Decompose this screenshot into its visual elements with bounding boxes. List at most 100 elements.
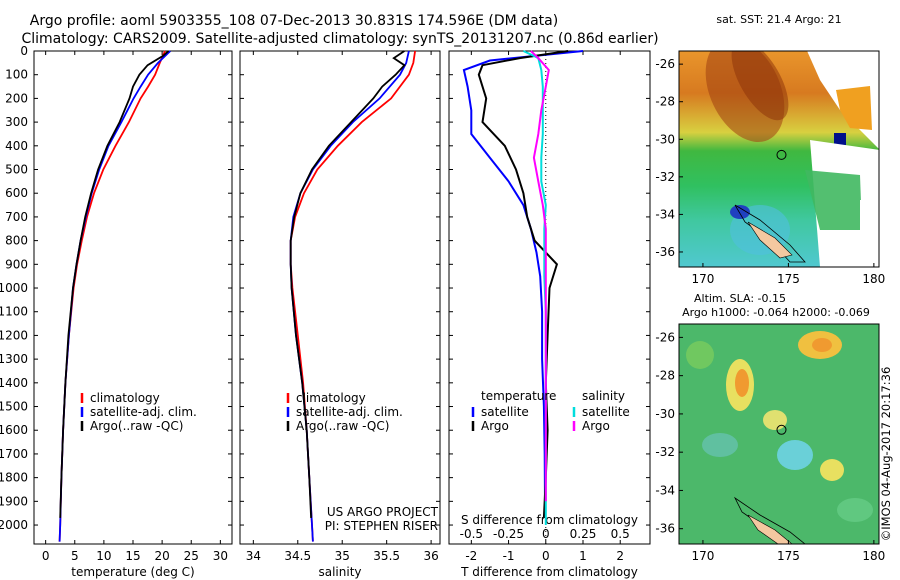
- map-x-tick-label: 180: [862, 549, 885, 563]
- legend-title-temperature: temperature: [481, 389, 556, 403]
- x-tick-label: 0: [542, 549, 550, 563]
- temperature-panel-series-argo: [59, 50, 170, 518]
- map-subtitle-sla: Argo h1000: -0.064 h2000: -0.069: [682, 306, 870, 319]
- map-y-tick-label: -34: [655, 483, 675, 497]
- y-tick-label: 1100: [0, 305, 28, 319]
- x-tick-label: 34: [246, 549, 261, 563]
- x-axis-label: temperature (deg C): [71, 565, 194, 579]
- map-y-tick-label: -30: [655, 132, 675, 146]
- x-tick-label: 10: [96, 549, 111, 563]
- difference-panel-series-s-argo: [530, 50, 550, 502]
- x-tick-label: -2: [465, 549, 477, 563]
- difference-panel-series-t-satellite: [462, 50, 584, 502]
- x-tick-label: 1: [579, 549, 587, 563]
- temperature-panel-series-satellite-adj-clim-: [58, 50, 171, 542]
- x-tick-label: 35: [335, 549, 350, 563]
- y-tick-label: 100: [5, 68, 28, 82]
- x-top-tick-label: 0: [542, 527, 550, 541]
- y-tick-label: 1900: [0, 494, 28, 508]
- map-title-sst: sat. SST: 21.4 Argo: 21: [716, 13, 841, 26]
- x-top-tick-label: 0.25: [570, 527, 597, 541]
- y-tick-label: 1700: [0, 447, 28, 461]
- x-tick-label: 5: [71, 549, 79, 563]
- y-tick-label: 1200: [0, 328, 28, 342]
- legend-label: Argo: [582, 419, 610, 433]
- argo-float-position-marker: [776, 149, 787, 160]
- difference-panel-series-s-satellite: [522, 50, 547, 525]
- legend-label: Argo: [481, 419, 509, 433]
- legend-label: satellite-adj. clim.: [90, 405, 197, 419]
- argo-float-position-marker: [776, 424, 787, 435]
- x-tick-label: 35.5: [373, 549, 400, 563]
- y-tick-label: 500: [5, 163, 28, 177]
- x-axis-label: T difference from climatology: [460, 565, 638, 579]
- y-tick-label: 2000: [0, 518, 28, 532]
- legend-label: Argo(..raw -QC): [296, 419, 389, 433]
- y-tick-label: 300: [5, 115, 28, 129]
- x-tick-label: 0: [42, 549, 50, 563]
- map-x-tick-label: 180: [862, 272, 885, 286]
- map-x-tick-label: 170: [691, 549, 714, 563]
- x-top-tick-label: 0.5: [611, 527, 630, 541]
- map-y-tick-label: -36: [655, 245, 675, 259]
- sla-map-frame: [678, 323, 880, 545]
- y-tick-label: 700: [5, 210, 28, 224]
- y-tick-label: 200: [5, 91, 28, 105]
- sst-map-frame: [678, 50, 880, 268]
- sst-map-image: [679, 51, 879, 267]
- y-tick-label: 600: [5, 186, 28, 200]
- x-tick-label: 34.5: [284, 549, 311, 563]
- map-x-tick-label: 170: [691, 272, 714, 286]
- temperature-panel-frame: [33, 50, 233, 545]
- x-axis-label: salinity: [318, 565, 361, 579]
- legend-label: satellite: [582, 405, 630, 419]
- map-title-sla: Altim. SLA: -0.15: [694, 292, 786, 305]
- charts-group: 0100200300400500600700800900100011001200…: [0, 13, 885, 579]
- x-top-axis-label: S difference from climatology: [461, 513, 638, 527]
- map-x-tick-label: 175: [777, 272, 800, 286]
- y-tick-label: 400: [5, 139, 28, 153]
- y-tick-label: 0: [20, 44, 28, 58]
- copyright-stamp: ©IMOS 04-Aug-2017 20:17:36: [879, 367, 893, 542]
- legend-label: satellite: [481, 405, 529, 419]
- map-y-tick-label: -26: [655, 57, 675, 71]
- legend-label: Argo(..raw -QC): [90, 419, 183, 433]
- legend-title-salinity: salinity: [582, 389, 625, 403]
- y-tick-label: 1500: [0, 400, 28, 414]
- x-tick-label: 25: [184, 549, 199, 563]
- x-top-tick-label: -0.25: [493, 527, 524, 541]
- y-tick-label: 1800: [0, 471, 28, 485]
- y-tick-label: 1000: [0, 281, 28, 295]
- map-y-tick-label: -28: [655, 95, 675, 109]
- map-y-tick-label: -32: [655, 445, 675, 459]
- map-x-tick-label: 175: [777, 549, 800, 563]
- map-y-tick-label: -36: [655, 522, 675, 536]
- map-y-tick-label: -30: [655, 407, 675, 421]
- y-tick-label: 1400: [0, 376, 28, 390]
- x-tick-label: 30: [213, 549, 228, 563]
- x-tick-label: 15: [125, 549, 140, 563]
- legend-label: climatology: [296, 391, 366, 405]
- y-tick-label: 800: [5, 234, 28, 248]
- x-tick-label: -1: [503, 549, 515, 563]
- map-y-tick-label: -34: [655, 207, 675, 221]
- note-pi: PI: STEPHEN RISER: [325, 519, 438, 533]
- x-top-tick-label: -0.5: [460, 527, 483, 541]
- y-tick-label: 1600: [0, 423, 28, 437]
- y-tick-label: 900: [5, 257, 28, 271]
- x-tick-label: 2: [616, 549, 624, 563]
- salinity-panel-frame: [239, 50, 441, 545]
- y-tick-label: 1300: [0, 352, 28, 366]
- difference-panel-frame: [448, 50, 651, 545]
- map-y-tick-label: -28: [655, 369, 675, 383]
- note-project: US ARGO PROJECT: [327, 505, 439, 519]
- figure-title-line2: Climatology: CARS2009. Satellite-adjuste…: [21, 31, 658, 47]
- map-y-tick-label: -32: [655, 170, 675, 184]
- salinity-panel-series-argo: [289, 50, 406, 518]
- map-y-tick-label: -26: [655, 330, 675, 344]
- legend-label: satellite-adj. clim.: [296, 405, 403, 419]
- figure-title-line1: Argo profile: aoml 5903355_108 07-Dec-20…: [30, 13, 558, 29]
- x-tick-label: 36: [423, 549, 438, 563]
